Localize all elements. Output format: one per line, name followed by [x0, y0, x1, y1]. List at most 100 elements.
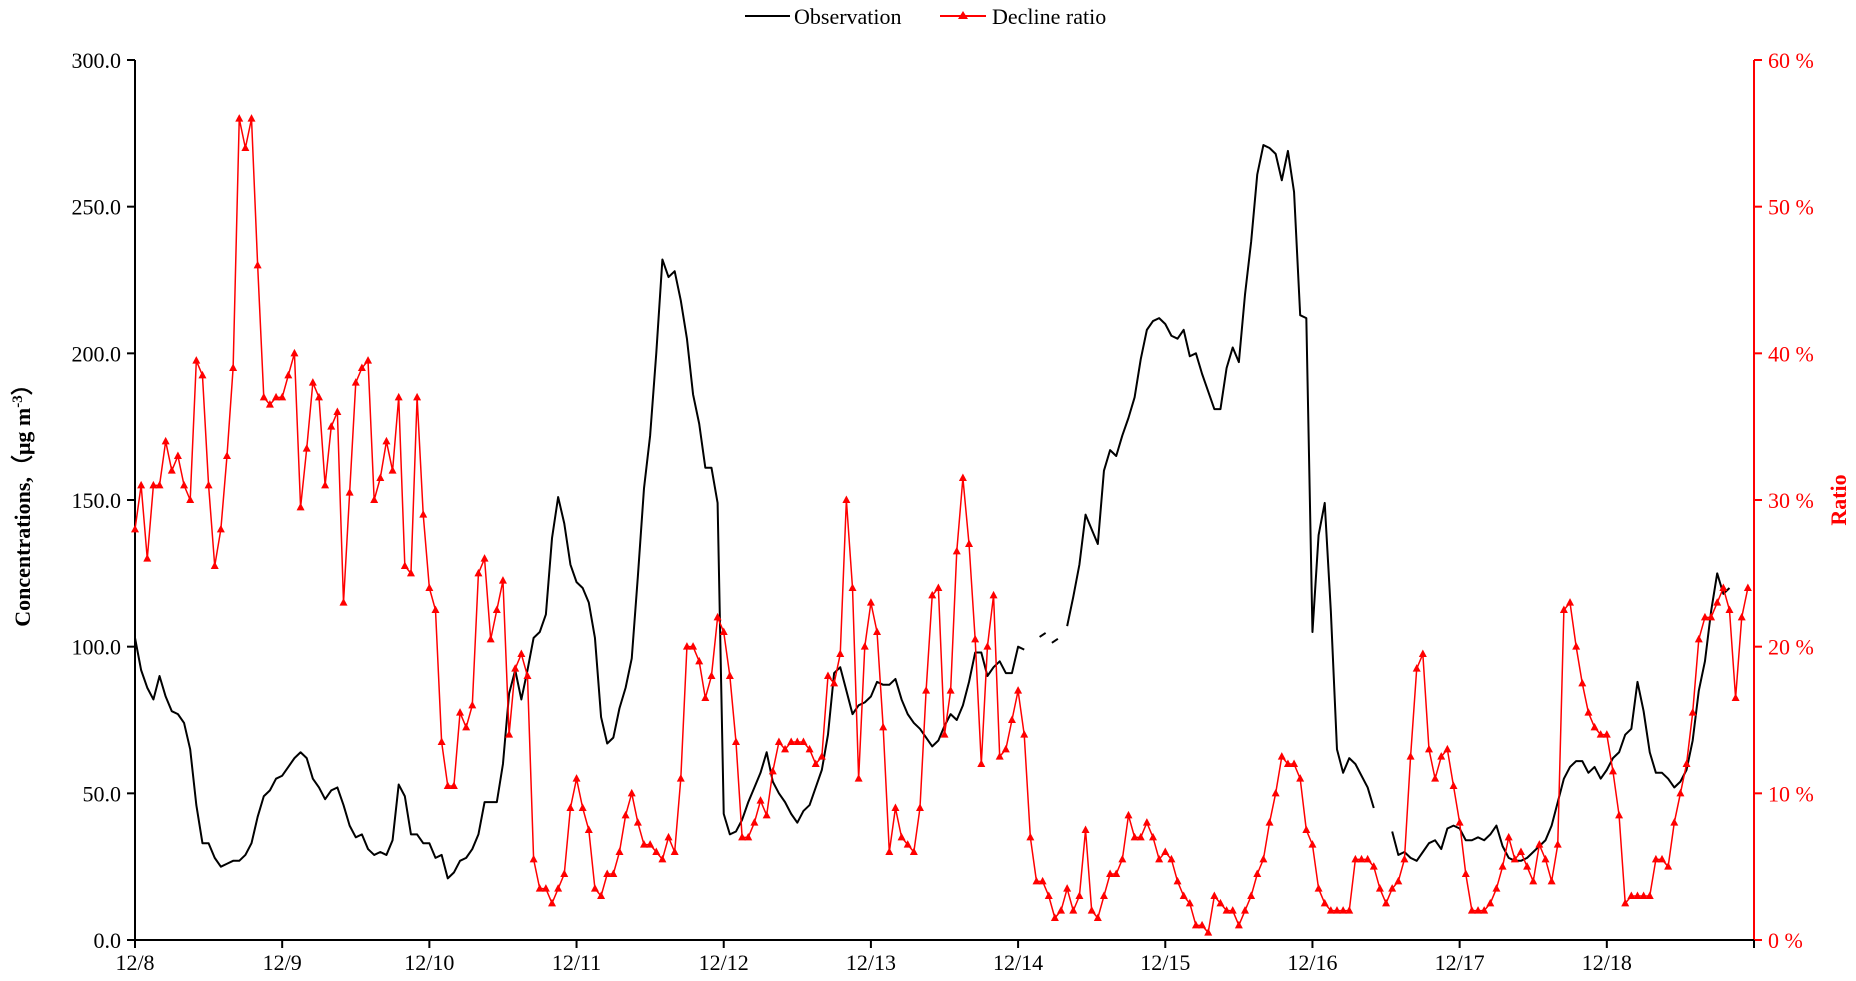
decline-ratio-marker	[278, 392, 287, 401]
decline-ratio-marker	[1099, 891, 1108, 899]
decline-ratio-marker	[750, 818, 759, 826]
decline-ratio-marker	[351, 378, 360, 386]
decline-ratio-marker	[940, 730, 949, 738]
decline-ratio-marker	[1431, 774, 1440, 782]
decline-ratio-marker	[1296, 774, 1305, 782]
decline-ratio-marker	[603, 869, 612, 877]
decline-ratio-marker	[1357, 854, 1366, 863]
decline-ratio-marker	[1283, 759, 1292, 767]
y-right-tick-label: 50 %	[1768, 195, 1814, 220]
observation-line	[134, 258, 1025, 880]
decline-ratio-marker	[787, 737, 796, 745]
decline-ratio-marker	[762, 810, 771, 819]
decline-ratio-marker	[1081, 825, 1090, 833]
decline-ratio-marker	[1118, 854, 1127, 863]
decline-ratio-marker	[823, 671, 832, 679]
decline-ratio-marker	[1504, 832, 1513, 841]
decline-ratio-marker	[854, 774, 863, 782]
decline-ratio-marker	[296, 502, 305, 511]
decline-ratio-marker	[333, 407, 342, 415]
decline-ratio-marker	[462, 722, 471, 731]
y-axis-left-title-close: ）	[10, 373, 35, 395]
decline-ratio-marker	[774, 737, 783, 745]
decline-ratio-marker	[1001, 744, 1010, 753]
decline-ratio-marker	[676, 774, 685, 782]
decline-ratio-marker	[1057, 906, 1066, 914]
decline-ratio-marker	[302, 444, 311, 452]
decline-ratio-marker	[1228, 906, 1237, 914]
decline-ratio-marker	[1694, 634, 1703, 643]
decline-ratio-marker	[1222, 906, 1231, 914]
decline-ratio-marker	[615, 847, 624, 855]
decline-ratio-marker	[1615, 810, 1624, 819]
decline-ratio-marker	[1608, 766, 1617, 775]
decline-ratio-marker	[498, 576, 507, 584]
decline-ratio-marker	[1498, 862, 1507, 870]
decline-ratio-marker	[1277, 752, 1286, 760]
decline-ratio-marker	[566, 803, 575, 811]
decline-ratio-marker	[658, 854, 667, 863]
decline-ratio-marker	[1523, 862, 1532, 870]
decline-ratio-marker	[1093, 913, 1102, 921]
observation-point	[1039, 632, 1047, 638]
decline-ratio-marker	[1020, 730, 1029, 738]
decline-ratio-marker	[259, 392, 268, 401]
decline-ratio-marker	[321, 480, 330, 489]
x-tick-label: 12/18	[1582, 950, 1632, 975]
decline-ratio-marker	[1566, 598, 1575, 606]
decline-ratio-marker	[1602, 730, 1611, 738]
decline-ratio-marker	[1290, 759, 1299, 767]
decline-ratio-marker	[1382, 898, 1391, 907]
decline-ratio-marker	[1731, 693, 1740, 701]
y-axis-left-title-sup: -3	[10, 395, 26, 408]
decline-ratio-marker	[394, 392, 403, 401]
decline-ratio-marker	[192, 356, 201, 364]
decline-ratio-marker	[468, 700, 477, 709]
decline-ratio-marker	[1541, 854, 1550, 863]
decline-ratio-marker	[327, 422, 336, 430]
decline-ratio-marker	[413, 392, 422, 401]
decline-ratio-marker	[149, 480, 158, 489]
decline-ratio-marker	[167, 466, 176, 474]
decline-ratio-marker	[517, 649, 526, 657]
y-axis-right-title: Ratio	[1826, 474, 1851, 525]
decline-ratio-marker	[590, 884, 599, 892]
decline-ratio-marker	[1191, 920, 1200, 929]
decline-ratio-marker	[474, 568, 483, 577]
decline-ratio-marker	[873, 627, 882, 635]
decline-ratio-marker	[946, 686, 955, 694]
legend: Observation Decline ratio	[745, 4, 1106, 29]
decline-ratio-marker	[1198, 920, 1207, 929]
x-tick-label: 12/15	[1140, 950, 1190, 975]
decline-ratio-marker	[529, 854, 538, 863]
decline-ratio-marker	[1388, 884, 1397, 892]
decline-ratio-marker	[817, 752, 826, 760]
decline-ratio-marker	[842, 495, 851, 503]
decline-ratio-marker	[339, 598, 348, 606]
decline-ratio-marker	[1596, 730, 1605, 738]
decline-ratio-marker	[437, 737, 446, 745]
decline-ratio-marker	[928, 590, 937, 599]
decline-ratio-marker	[701, 693, 710, 701]
decline-ratio-marker	[400, 561, 409, 569]
decline-ratio-marker	[725, 671, 734, 679]
decline-ratio-marker	[983, 642, 992, 650]
decline-ratio-marker	[388, 466, 397, 474]
decline-ratio-marker	[1234, 920, 1243, 929]
decline-ratio-marker	[406, 568, 415, 577]
x-tick-label: 12/17	[1435, 950, 1485, 975]
y-axis-left-title: Concentrations,（μg m-3）	[10, 373, 35, 627]
decline-ratio-marker	[1069, 906, 1078, 914]
x-tick-label: 12/12	[699, 950, 749, 975]
decline-ratio-marker	[1014, 686, 1023, 694]
decline-ratio-marker	[247, 114, 256, 122]
decline-ratio-marker	[1651, 854, 1660, 863]
decline-ratio-marker	[449, 781, 458, 789]
decline-ratio-marker	[131, 524, 139, 533]
decline-ratio-marker	[1406, 752, 1415, 760]
observation-line	[1066, 144, 1375, 809]
decline-ratio-marker	[204, 480, 213, 489]
decline-ratio-marker	[210, 561, 219, 569]
decline-ratio-marker	[1535, 840, 1544, 848]
